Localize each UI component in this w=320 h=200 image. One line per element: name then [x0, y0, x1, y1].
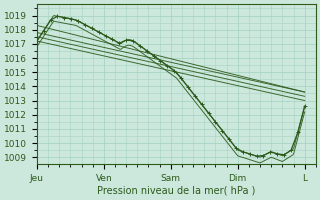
X-axis label: Pression niveau de la mer( hPa ): Pression niveau de la mer( hPa )	[97, 186, 256, 196]
